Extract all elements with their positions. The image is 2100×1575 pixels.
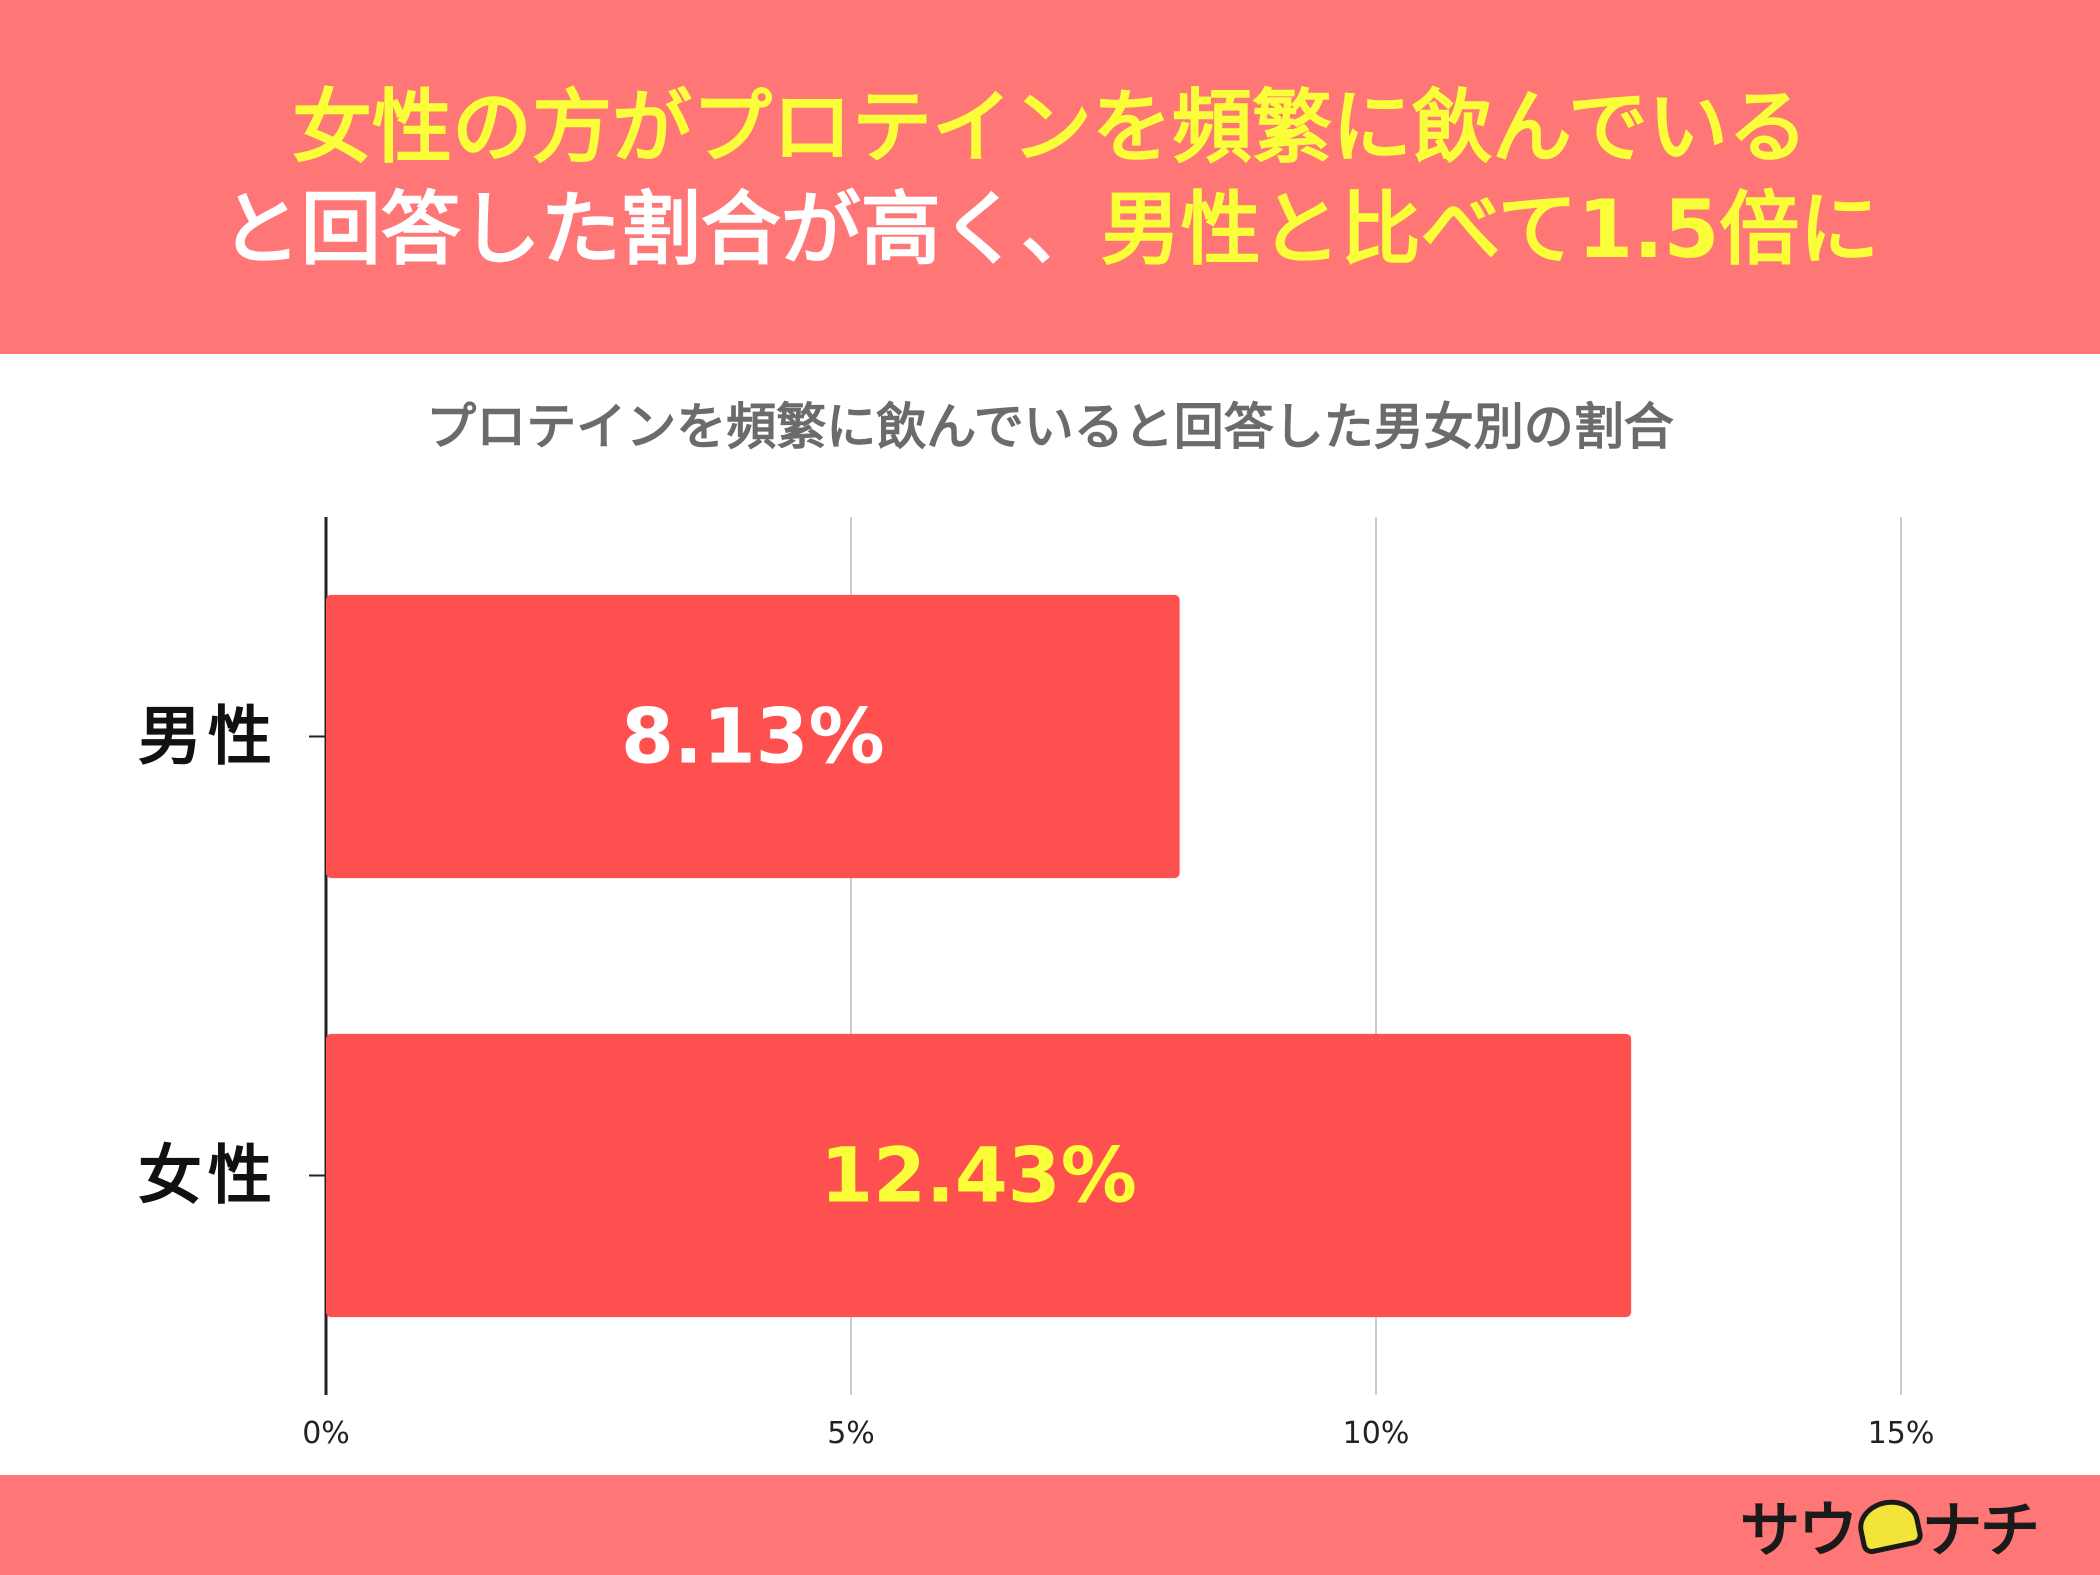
brand-logo: サウ ナチ	[1740, 1487, 2040, 1566]
brand-logo-text-left: サウ	[1740, 1495, 1858, 1566]
bar-value-label: 12.43%	[820, 1131, 1137, 1220]
bar-2	[326, 1033, 1632, 1318]
brand-logo-text-right: ナチ	[1922, 1495, 2040, 1566]
x-tick-label: 15%	[1868, 1416, 1935, 1451]
x-tick-label: 5%	[827, 1416, 875, 1451]
bar-1	[326, 594, 1180, 879]
bars	[326, 594, 1632, 1318]
labels: 0% 5% 10% 15% 男性 8.13% 女性 12.43%	[138, 692, 1934, 1452]
headline-banner: 女性の方がプロテインを頻繁に飲んでいる と回答した割合が高く、男性と比べて1.5…	[0, 0, 2100, 354]
footer-band: サウ ナチ	[0, 1475, 2100, 1575]
y-category-label: 女性	[138, 1140, 278, 1214]
y-category-label: 男性	[138, 701, 278, 775]
bar-value-label: 8.13%	[621, 692, 885, 781]
headline-line-2-white: と回答した割合が高く、	[220, 183, 1101, 276]
x-tick-label: 10%	[1343, 1416, 1410, 1451]
headline-line-1: 女性の方がプロテインを頻繁に飲んでいる	[292, 81, 1808, 174]
headline-line-2-yellow: 男性と比べて1.5倍に	[1100, 183, 1880, 276]
chart-title: プロテインを頻繁に飲んでいると回答した男女別の割合	[426, 398, 1674, 456]
sauna-hat-icon	[1853, 1494, 1925, 1556]
x-tick-label: 0%	[302, 1416, 350, 1451]
headline-line-2: と回答した割合が高く、男性と比べて1.5倍に	[0, 180, 2100, 280]
